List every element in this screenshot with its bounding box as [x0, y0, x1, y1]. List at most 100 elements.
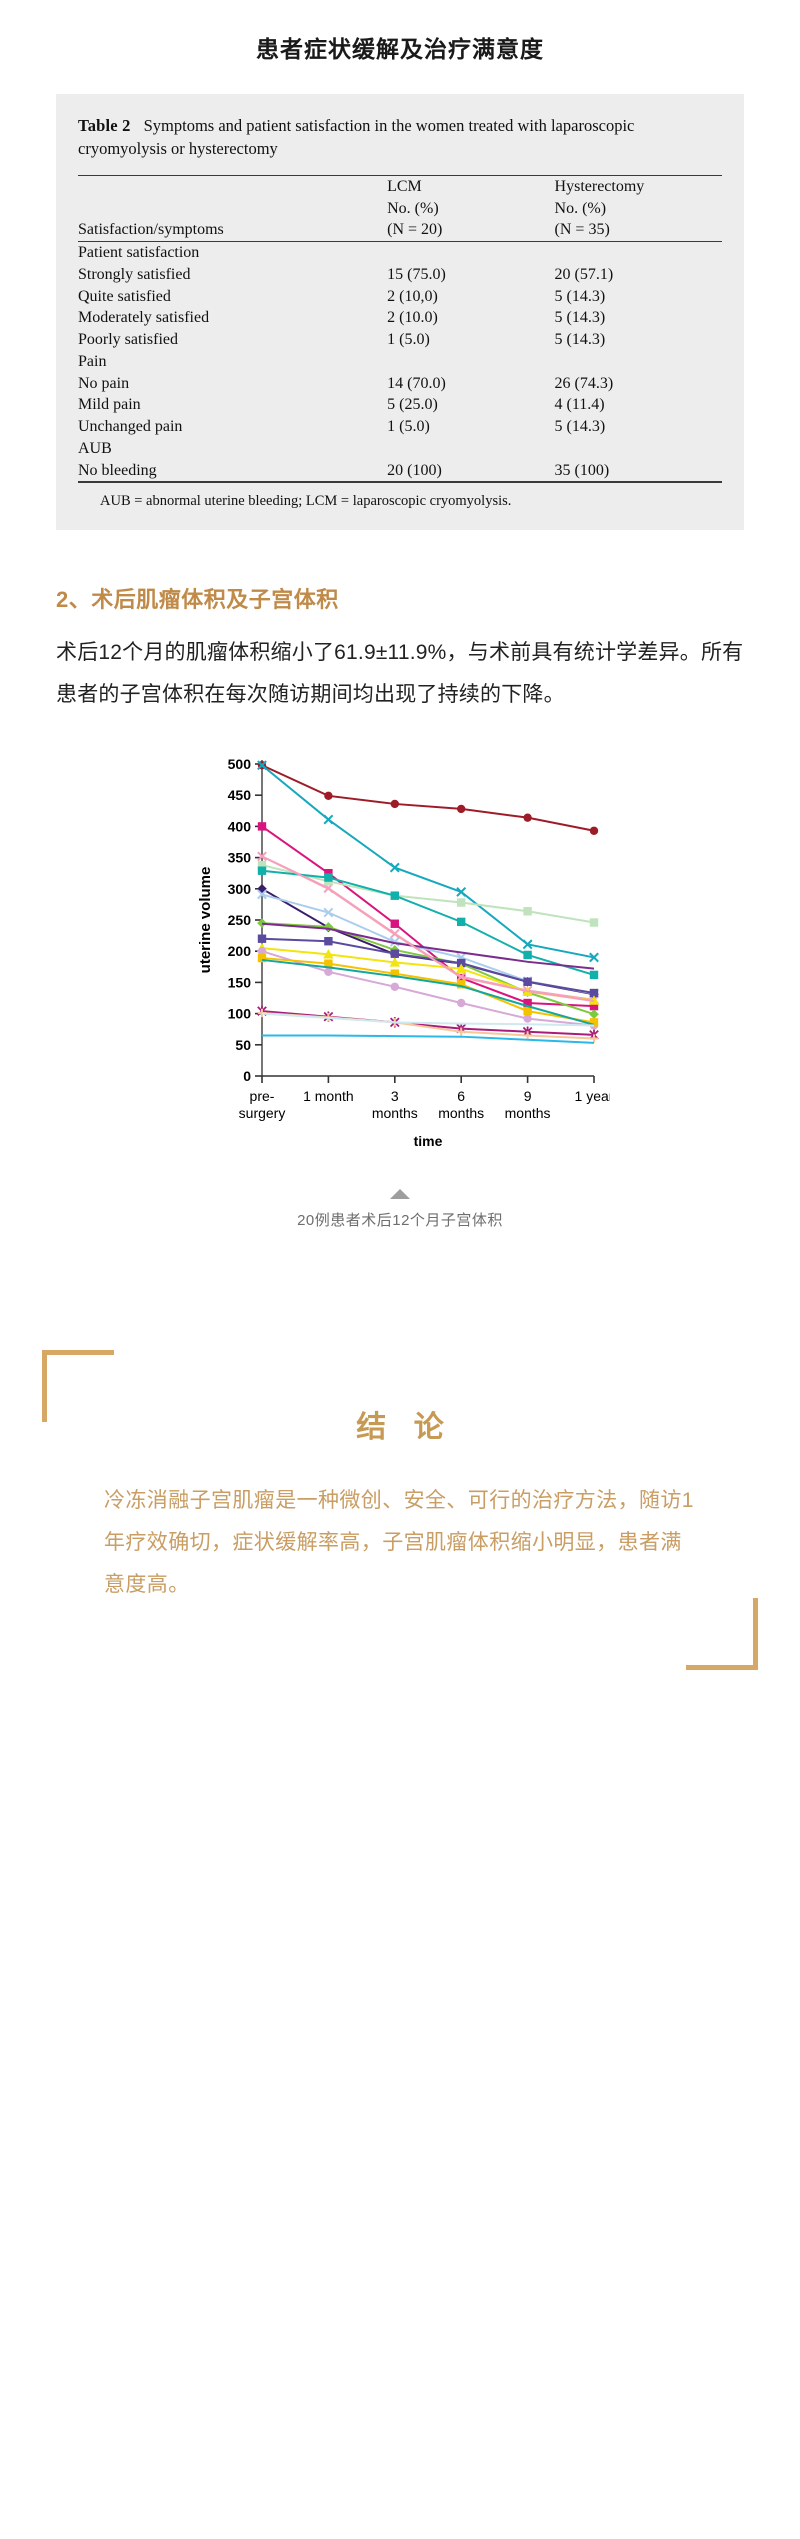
chart-series-patient-2 — [257, 760, 599, 963]
conclusion-body-text: 冷冻消融子宫肌瘤是一种微创、安全、可行的治疗方法，随访1年疗效确切，症状缓解率高… — [104, 1489, 694, 1597]
figure-caption-block: 20例患者术后12个月子宫体积 — [0, 1189, 800, 1230]
svg-text:450: 450 — [228, 788, 252, 804]
table-caption: Table 2 Symptoms and patient satisfaction… — [78, 114, 722, 161]
svg-text:3: 3 — [391, 1088, 399, 1104]
svg-text:200: 200 — [228, 944, 252, 960]
row-value-hysterectomy: 4 (11.4) — [554, 396, 605, 414]
table-row: Mild pain 5 (25.0) 4 (11.4) — [78, 394, 722, 416]
header-blank-2 — [78, 198, 387, 220]
table-group-row: AUB — [78, 438, 722, 460]
section-postop-volume: 2、术后肌瘤体积及子宫体积 术后12个月的肌瘤体积缩小了61.9±11.9%，与… — [56, 582, 744, 716]
svg-text:months: months — [438, 1105, 484, 1121]
footnote-text: AUB = abnormal uterine bleeding; LCM = l… — [100, 493, 512, 510]
table-caption-text: Symptoms and patient satisfaction in the… — [78, 116, 635, 159]
table-group-row: Pain — [78, 351, 722, 373]
svg-text:surgery: surgery — [239, 1105, 286, 1121]
row-value-hysterectomy: 5 (14.3) — [554, 309, 606, 327]
table-header-row-2: No. (%) No. (%) — [78, 198, 722, 220]
row-value-lcm: 5 (25.0) — [387, 396, 438, 414]
header-blank-1 — [78, 174, 388, 198]
chart-series-patient-18 — [261, 1012, 595, 1027]
svg-text:100: 100 — [228, 1006, 252, 1022]
chart-series-patient-10 — [261, 923, 595, 971]
corner-bracket-top-left-icon — [42, 1350, 114, 1423]
chart-series-patient-14 — [257, 954, 599, 1027]
header-hysterectomy-name: Hysterectomy — [554, 174, 722, 198]
table-2-card: Table 2 Symptoms and patient satisfaction… — [56, 94, 744, 531]
svg-text:150: 150 — [228, 975, 252, 991]
svg-text:350: 350 — [228, 850, 252, 866]
line-chart-svg: 0 50 100 150 200 250 300 350 400 450 500 pre-surger… — [197, 756, 614, 1149]
svg-text:uterine volume: uterine volume — [197, 867, 214, 974]
conclusion-block: 结 论 冷冻消融子宫肌瘤是一种微创、安全、可行的治疗方法，随访1年疗效确切，症状… — [42, 1350, 758, 1671]
table-header-row-3: Satisfaction/symptoms (N = 20) (N = 35) — [78, 219, 722, 243]
row-label: No bleeding — [78, 459, 388, 484]
table-row: Poorly satisfied 1 (5.0) 5 (14.3) — [78, 329, 722, 351]
row-value-hysterectomy: 5 (14.3) — [554, 331, 606, 349]
group-label-patient-satisfaction: Patient satisfaction — [78, 244, 200, 262]
row-value-hysterectomy: 5 (14.3) — [554, 287, 606, 305]
group-blank-lcm — [387, 351, 554, 373]
uterine-volume-chart-wrap: 0 50 100 150 200 250 300 350 400 450 500 pre-surger… — [0, 746, 800, 1171]
chart-series-patient-15 — [261, 959, 595, 1027]
row-value-lcm: 20 (100) — [387, 459, 555, 484]
triangle-up-icon — [390, 1189, 410, 1200]
svg-text:50: 50 — [235, 1037, 251, 1053]
svg-text:1 year: 1 year — [575, 1088, 610, 1104]
row-value-lcm: 1 (5.0) — [387, 331, 430, 349]
table-row: No pain 14 (70.0) 26 (74.3) — [78, 373, 722, 395]
chart-series-patient-20 — [261, 855, 595, 1003]
svg-text:500: 500 — [228, 756, 252, 772]
group-label-pain: Pain — [78, 352, 107, 370]
row-value-lcm: 15 (75.0) — [387, 265, 446, 283]
chart-series-patient-6 — [257, 866, 599, 980]
svg-text:pre-: pre- — [250, 1088, 275, 1104]
header-lcm-n: (N = 20) — [387, 219, 555, 243]
header-lcm-name: LCM — [387, 174, 555, 198]
header-hysterectomy-unit: No. (%) — [554, 199, 607, 217]
row-label: Strongly satisfied — [78, 265, 191, 283]
section-body-text: 术后12个月的肌瘤体积缩小了61.9±11.9%，与术前具有统计学差异。所有患者… — [56, 641, 744, 707]
table-row: Moderately satisfied 2 (10.0) 5 (14.3) — [78, 307, 722, 329]
chart-series-patient-1 — [257, 761, 599, 836]
svg-text:1 month: 1 month — [303, 1088, 354, 1104]
section-heading: 2、术后肌瘤体积及子宫体积 — [56, 587, 339, 613]
svg-text:400: 400 — [228, 819, 252, 835]
group-label-aub: AUB — [78, 439, 112, 457]
row-value-hysterectomy: 20 (57.1) — [554, 265, 614, 283]
table-row: Unchanged pain 1 (5.0) 5 (14.3) — [78, 416, 722, 438]
row-value-lcm: 1 (5.0) — [387, 418, 430, 436]
row-label: Moderately satisfied — [78, 309, 210, 327]
symptoms-satisfaction-table: LCM Hysterectomy No. (%) No. (%) Satisfa… — [78, 174, 722, 484]
group-blank-lcm — [387, 438, 554, 460]
svg-text:0: 0 — [243, 1068, 251, 1084]
chart-series-patient-19 — [262, 1034, 595, 1045]
svg-text:250: 250 — [228, 912, 252, 928]
row-label: No pain — [78, 374, 130, 392]
row-value-hysterectomy: 35 (100) — [554, 459, 722, 484]
table-label: Table 2 — [78, 116, 131, 135]
row-label: Poorly satisfied — [78, 331, 178, 349]
table-header-row-1: LCM Hysterectomy — [78, 174, 722, 198]
row-label: Quite satisfied — [78, 287, 171, 305]
header-lcm-unit: No. (%) — [387, 199, 439, 217]
group-blank-hyst — [555, 438, 722, 460]
table-footnote: AUB = abnormal uterine bleeding; LCM = l… — [78, 491, 722, 512]
group-blank-hyst — [555, 242, 722, 264]
table-row: No bleeding 20 (100) 35 (100) — [78, 459, 722, 484]
svg-text:6: 6 — [457, 1088, 465, 1104]
row-value-hysterectomy: 5 (14.3) — [554, 418, 606, 436]
svg-text:months: months — [505, 1105, 551, 1121]
row-label: Mild pain — [78, 396, 141, 414]
chart-series-patient-11 — [257, 934, 599, 998]
row-value-hysterectomy: 26 (74.3) — [554, 374, 614, 392]
row-value-lcm: 2 (10,0) — [387, 287, 438, 305]
row-value-lcm: 14 (70.0) — [387, 374, 446, 392]
group-blank-hyst — [555, 351, 722, 373]
svg-text:9: 9 — [524, 1088, 532, 1104]
svg-text:time: time — [414, 1133, 443, 1149]
group-blank-lcm — [387, 242, 554, 264]
page-title: 患者症状缓解及治疗满意度 — [256, 36, 544, 62]
svg-text:300: 300 — [228, 881, 252, 897]
uterine-volume-chart: 0 50 100 150 200 250 300 350 400 450 500 pre-surger… — [190, 746, 614, 1171]
